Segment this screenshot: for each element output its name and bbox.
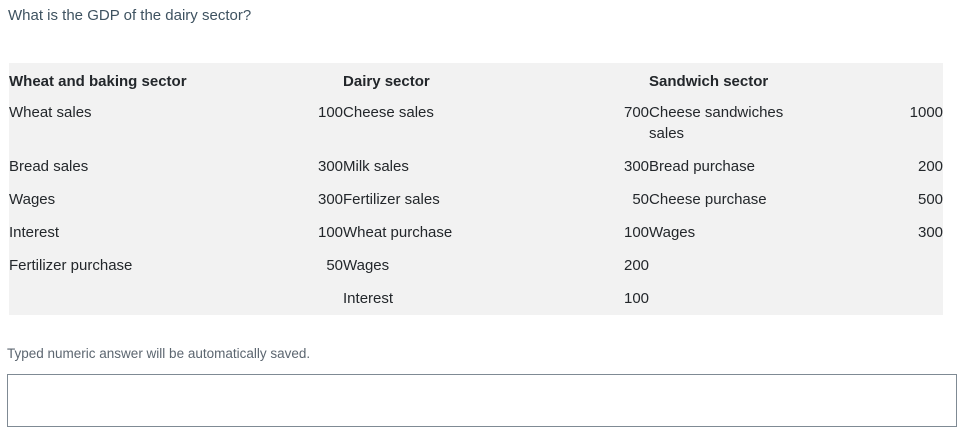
table-row: Wheat sales 100 Cheese sales 700 Cheese … (9, 96, 943, 150)
sectors-table: Wheat and baking sector Dairy sector San… (9, 63, 943, 315)
header-wheat-baking-sector: Wheat and baking sector (9, 73, 187, 90)
cell-value: 50 (326, 257, 344, 274)
cell-value: 200 (623, 257, 650, 274)
cell-label: Interest (343, 290, 394, 307)
cell-value: 1000 (909, 104, 944, 121)
cell-label: Bread purchase (649, 158, 755, 175)
cell-label: Wheat purchase (343, 224, 453, 241)
cell-value: 100 (623, 290, 650, 307)
cell-label: Cheese sandwiches sales (649, 104, 784, 142)
numeric-answer-input[interactable] (7, 374, 957, 427)
question-text: What is the GDP of the dairy sector? (8, 7, 252, 24)
table-row: Interest 100 (9, 282, 943, 315)
autosave-note: Typed numeric answer will be automatical… (7, 346, 311, 361)
cell-label: Wages (343, 257, 390, 274)
cell-value: 700 (623, 104, 650, 121)
table-header-row: Wheat and baking sector Dairy sector San… (9, 63, 943, 96)
sectors-panel: Wheat and baking sector Dairy sector San… (9, 63, 943, 315)
table-row: Fertilizer purchase 50 Wages 200 (9, 249, 943, 282)
cell-label: Wages (649, 224, 696, 241)
cell-value: 500 (918, 191, 944, 208)
table-row: Interest 100 Wheat purchase 100 Wages 30… (9, 216, 943, 249)
header-dairy-sector: Dairy sector (343, 73, 430, 90)
cell-value: 300 (317, 191, 344, 208)
cell-label: Fertilizer sales (343, 191, 440, 208)
cell-value: 50 (632, 191, 650, 208)
header-sandwich-sector: Sandwich sector (649, 73, 769, 90)
cell-value: 200 (918, 158, 944, 175)
cell-label: Milk sales (343, 158, 409, 175)
cell-label: Bread sales (9, 158, 89, 175)
cell-value: 300 (918, 224, 944, 241)
cell-value: 100 (317, 104, 344, 121)
table-row: Bread sales 300 Milk sales 300 Bread pur… (9, 150, 943, 183)
cell-value: 300 (623, 158, 650, 175)
cell-label (649, 282, 815, 315)
cell-label: Cheese sales (343, 104, 434, 121)
cell-label: Interest (9, 224, 60, 241)
cell-value (290, 282, 343, 315)
cell-label: Fertilizer purchase (9, 257, 133, 274)
cell-label (9, 282, 290, 315)
cell-value (815, 249, 943, 282)
cell-label: Wheat sales (9, 104, 92, 121)
cell-value (815, 282, 943, 315)
cell-value: 300 (317, 158, 344, 175)
cell-label: Wages (9, 191, 56, 208)
cell-value: 100 (623, 224, 650, 241)
table-row: Wages 300 Fertilizer sales 50 Cheese pur… (9, 183, 943, 216)
cell-label (649, 249, 815, 282)
cell-label: Cheese purchase (649, 191, 767, 208)
cell-value: 100 (317, 224, 344, 241)
